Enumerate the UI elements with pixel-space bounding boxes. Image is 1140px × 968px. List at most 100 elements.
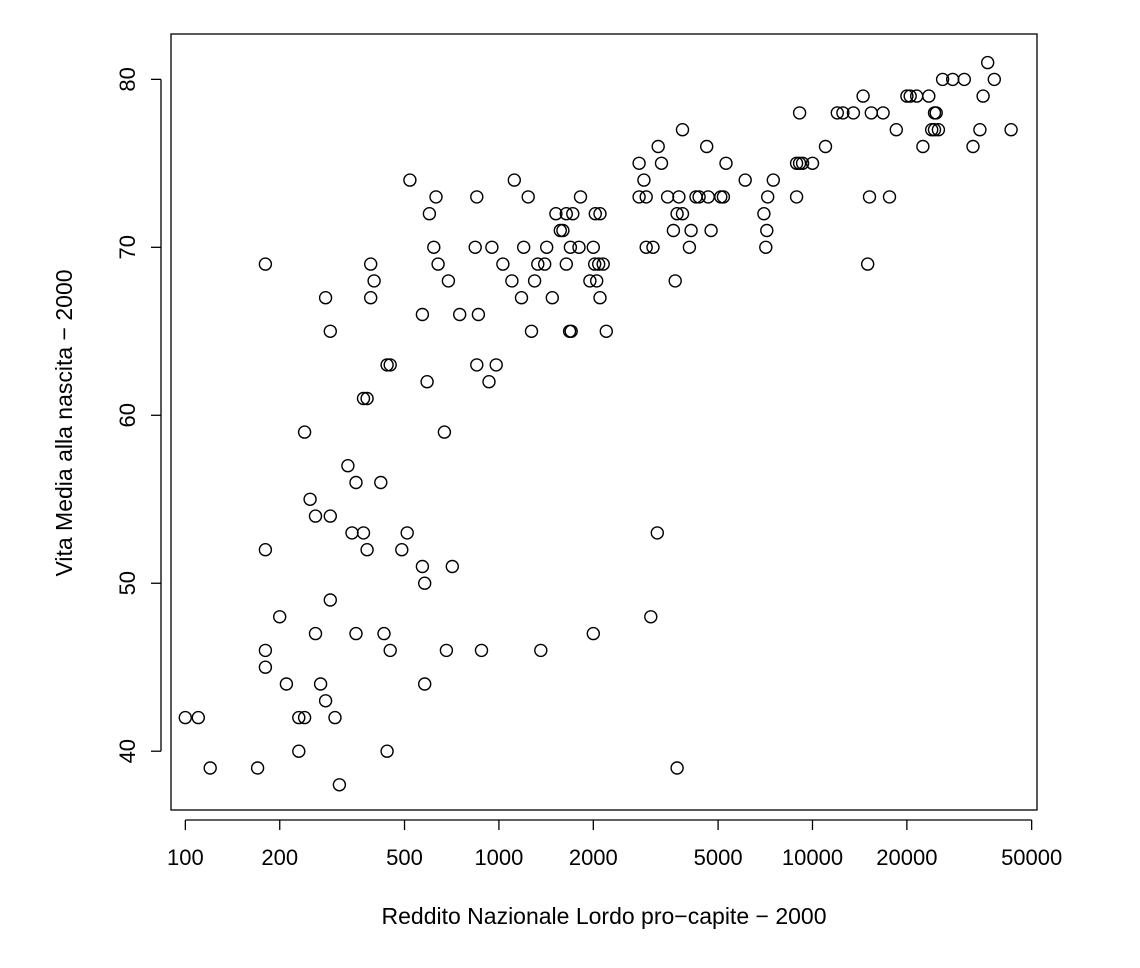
data-point	[191, 710, 206, 725]
data-point	[559, 257, 573, 271]
data-point	[549, 206, 563, 221]
data-point	[830, 106, 844, 120]
data-point	[250, 761, 265, 775]
data-point	[583, 274, 597, 288]
data-point	[323, 593, 337, 607]
y-axis: 40 50 60 70 80	[115, 67, 162, 763]
data-point	[323, 509, 337, 523]
data-point	[836, 106, 850, 120]
data-point	[203, 761, 217, 775]
data-point	[704, 223, 718, 238]
data-point	[876, 106, 890, 120]
data-point	[468, 240, 482, 255]
data-point	[593, 206, 607, 221]
data-point	[862, 190, 877, 204]
data-point	[701, 190, 715, 204]
data-point	[789, 190, 804, 204]
data-point	[738, 173, 752, 187]
data-point	[427, 240, 441, 255]
data-point	[470, 190, 484, 204]
data-point	[364, 291, 378, 305]
data-point	[383, 358, 397, 372]
data-point	[644, 610, 658, 624]
x-tick-label: 500	[386, 845, 423, 870]
y-tick-label: 60	[115, 403, 140, 427]
data-point	[889, 122, 903, 137]
data-point	[403, 173, 417, 187]
data-point	[258, 643, 273, 658]
x-tick-label: 5000	[694, 845, 743, 870]
x-tick-label: 10000	[782, 845, 843, 870]
data-point	[553, 223, 567, 238]
data-point	[792, 106, 807, 120]
data-point	[719, 156, 733, 171]
data-point	[903, 89, 917, 103]
data-point	[900, 89, 914, 103]
data-point	[349, 475, 363, 490]
data-point	[929, 106, 943, 120]
data-point	[297, 425, 312, 439]
data-point	[766, 173, 780, 187]
data-point	[453, 307, 467, 322]
data-point	[313, 677, 328, 691]
x-tick-label: 50000	[1001, 845, 1062, 870]
data-point	[684, 223, 698, 238]
data-point	[675, 122, 690, 137]
data-point	[418, 576, 432, 590]
data-point	[761, 190, 775, 204]
data-point	[795, 156, 810, 171]
data-point	[588, 257, 602, 271]
data-point	[360, 543, 374, 557]
data-point	[700, 139, 714, 154]
data-point	[692, 190, 706, 204]
data-point	[258, 257, 273, 271]
data-point	[356, 526, 371, 540]
data-point	[637, 173, 651, 187]
data-point	[360, 391, 374, 406]
data-point	[593, 291, 607, 305]
data-point	[927, 122, 942, 137]
x-axis-label: Reddito Nazionale Lordo pro−capite − 200…	[382, 903, 827, 929]
data-point	[380, 358, 394, 372]
data-point	[586, 626, 600, 641]
data-point	[318, 291, 333, 305]
data-point	[666, 223, 681, 238]
data-point	[660, 190, 675, 204]
data-point	[383, 643, 397, 658]
data-point	[672, 190, 686, 204]
data-point	[682, 240, 697, 255]
data-point	[632, 156, 646, 171]
data-point	[864, 106, 878, 120]
data-point	[987, 72, 1001, 87]
data-point	[297, 710, 312, 725]
data-point	[524, 324, 539, 338]
data-point	[1004, 122, 1018, 137]
data-point	[639, 190, 653, 204]
data-point	[445, 559, 459, 574]
data-point	[178, 710, 193, 725]
data-point	[818, 139, 833, 154]
data-point	[882, 190, 897, 204]
data-point	[846, 106, 861, 120]
data-point	[922, 89, 936, 103]
data-point	[540, 240, 554, 255]
data-point	[966, 139, 980, 154]
data-point	[415, 559, 430, 574]
data-point	[538, 257, 552, 271]
data-point	[957, 72, 971, 87]
x-tick-label: 100	[167, 845, 204, 870]
data-point	[395, 543, 409, 557]
x-tick-label: 20000	[876, 845, 937, 870]
data-point	[258, 660, 273, 674]
data-point	[564, 324, 578, 338]
data-point	[292, 710, 306, 725]
data-point	[527, 274, 542, 288]
data-point	[341, 459, 355, 473]
data-points	[178, 55, 1018, 792]
data-point	[590, 274, 604, 288]
data-point	[439, 643, 454, 658]
data-point	[572, 240, 586, 255]
data-point	[789, 156, 804, 171]
data-point	[545, 291, 559, 305]
data-point	[563, 240, 578, 255]
